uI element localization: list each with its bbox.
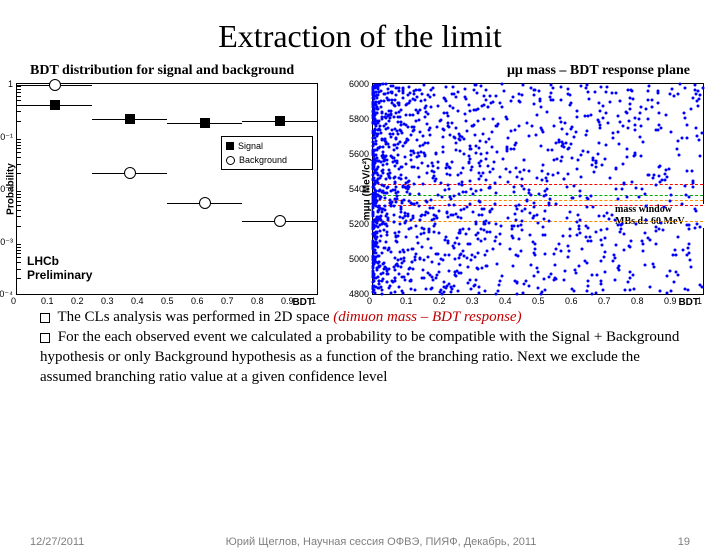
xtick: 0.8: [251, 296, 264, 306]
subtitle-right: μμ mass – BDT response plane: [507, 63, 690, 79]
signal-point: [200, 118, 210, 128]
footer-date: 12/27/2011: [30, 536, 84, 548]
xtick: 0.7: [221, 296, 234, 306]
ytick: 5800: [343, 114, 369, 124]
signal-point: [275, 116, 285, 126]
bullet-icon: [40, 313, 50, 323]
xtick: 0.9: [664, 296, 677, 306]
xtick: 0.1: [41, 296, 54, 306]
page-title: Extraction of the limit: [0, 18, 720, 55]
xtick: 0.1: [400, 296, 413, 306]
xtick: 0.2: [71, 296, 84, 306]
ytick: 5600: [343, 149, 369, 159]
background-point: [49, 79, 61, 91]
ytick: 10⁻⁴: [0, 289, 13, 300]
xtick: 1: [697, 296, 702, 306]
charts-row: Probability BDT Signal Background LHCb P…: [0, 83, 720, 295]
xtick: 0.8: [631, 296, 644, 306]
xtick: 0.2: [433, 296, 446, 306]
lhcb-label: LHCb: [27, 254, 59, 268]
xtick: 0.3: [101, 296, 114, 306]
bullet-icon: [40, 333, 50, 343]
body-line2: For the each observed event we calculate…: [40, 329, 679, 385]
square-marker-icon: [226, 142, 234, 150]
footer: 12/27/2011 Юрий Щеглов, Научная сессия О…: [0, 536, 720, 548]
xtick: 0.9: [281, 296, 294, 306]
background-point: [274, 215, 286, 227]
ytick: 5000: [343, 254, 369, 264]
preliminary-label: Preliminary: [27, 268, 92, 282]
body-line1: The CLs analysis was performed in 2D spa…: [57, 309, 329, 325]
xtick: 0.5: [532, 296, 545, 306]
xtick: 0.6: [565, 296, 578, 306]
signal-point: [125, 114, 135, 124]
legend-signal: Signal: [226, 139, 308, 153]
right-xlabel: BDT: [678, 297, 699, 308]
xtick: 0.7: [598, 296, 611, 306]
subtitle-left: BDT distribution for signal and backgrou…: [30, 63, 294, 79]
ytick: 10⁻²: [0, 184, 13, 195]
ytick: 4800: [343, 289, 369, 299]
footer-center: Юрий Щеглов, Научная сессия ОФВЭ, ПИЯФ, …: [226, 536, 537, 548]
ytick: 5200: [343, 219, 369, 229]
background-point: [124, 167, 136, 179]
legend-box: Signal Background: [221, 136, 313, 170]
mass-bdt-scatter-chart: mμμ (MeV/c²) BDT mass window MBs,d± 60 M…: [372, 83, 704, 295]
legend-signal-label: Signal: [238, 139, 263, 153]
xtick: 0.4: [131, 296, 144, 306]
legend-background-label: Background: [239, 153, 287, 167]
xtick: 0.5: [161, 296, 174, 306]
footer-page: 19: [678, 536, 690, 548]
xtick: 0.3: [466, 296, 479, 306]
ytick: 6000: [343, 79, 369, 89]
ytick: 5400: [343, 184, 369, 194]
mass-line: [373, 205, 703, 206]
circle-marker-icon: [226, 156, 235, 165]
ytick: 10⁻³: [0, 237, 13, 248]
signal-point: [50, 100, 60, 110]
xtick: 1: [311, 296, 316, 306]
left-xlabel: BDT: [292, 297, 313, 308]
xtick: 0.6: [191, 296, 204, 306]
body-text: The CLs analysis was performed in 2D spa…: [0, 295, 720, 387]
ytick: 10⁻¹: [0, 132, 13, 143]
legend-background: Background: [226, 153, 308, 167]
bdt-distribution-chart: Probability BDT Signal Background LHCb P…: [16, 83, 318, 295]
xtick: 0.4: [499, 296, 512, 306]
mass-line: [373, 200, 703, 201]
ytick: 1: [0, 79, 13, 89]
subtitle-row: BDT distribution for signal and backgrou…: [0, 63, 720, 79]
dimuon-phrase: (dimuon mass – BDT response): [333, 309, 521, 325]
background-point: [199, 197, 211, 209]
